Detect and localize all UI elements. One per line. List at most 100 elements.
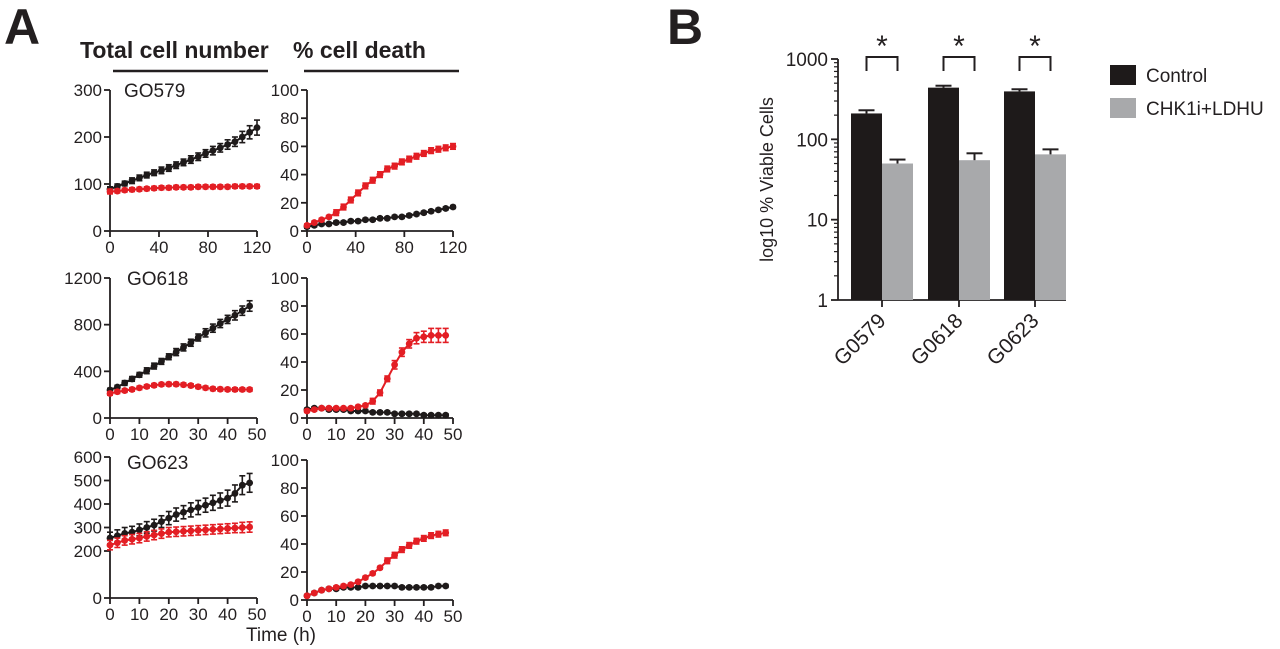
x-tick-label: 0 bbox=[105, 425, 114, 444]
control-data-point bbox=[209, 147, 217, 155]
x-tick-label: 30 bbox=[189, 605, 208, 624]
treated-data-point bbox=[202, 183, 209, 191]
treated-data-point bbox=[238, 524, 246, 531]
treated-data-point bbox=[420, 150, 428, 157]
y-tick-label: 100 bbox=[271, 269, 299, 288]
treated-data-point bbox=[435, 145, 442, 153]
control-data-point bbox=[194, 504, 202, 511]
y-tick-label: 80 bbox=[280, 479, 299, 498]
treated-data-point bbox=[158, 530, 165, 538]
control-data-point bbox=[194, 334, 202, 341]
control-data-point bbox=[128, 375, 136, 383]
treated-data-point bbox=[194, 383, 202, 391]
treated-data-point bbox=[325, 213, 333, 221]
treated-data-point bbox=[413, 537, 420, 545]
control-data-point bbox=[216, 497, 224, 504]
control-data-point bbox=[376, 214, 384, 222]
treated-data-point bbox=[143, 185, 151, 193]
control-data-point bbox=[420, 584, 428, 591]
treated-data-point bbox=[332, 584, 340, 591]
control-data-point bbox=[202, 501, 209, 509]
control-data-point bbox=[449, 203, 457, 211]
control-data-point bbox=[172, 511, 180, 518]
control-data-point bbox=[398, 213, 406, 221]
treated-data-point bbox=[231, 182, 239, 190]
y-tick-label: 100 bbox=[796, 130, 828, 151]
control-data-point bbox=[172, 161, 180, 169]
control-data-point bbox=[332, 219, 340, 226]
chart-go579-total: 0 100 200 300 0 40 80 120 bbox=[74, 81, 272, 257]
control-data-point bbox=[172, 348, 180, 356]
control-data-point bbox=[246, 128, 254, 136]
control-bar bbox=[928, 87, 959, 300]
y-tick-label: 60 bbox=[280, 325, 299, 344]
treated-data-point bbox=[136, 384, 143, 392]
x-tick-label: 30 bbox=[385, 425, 404, 444]
control-data-point bbox=[224, 316, 232, 323]
control-data-point bbox=[209, 324, 217, 332]
x-tick-label: 20 bbox=[159, 605, 178, 624]
treated-data-point bbox=[420, 535, 428, 542]
control-data-point bbox=[136, 526, 143, 534]
control-data-point bbox=[246, 479, 254, 487]
treated-data-point bbox=[209, 183, 217, 191]
control-data-point bbox=[427, 411, 435, 419]
control-data-point bbox=[405, 584, 413, 591]
treated-data-point bbox=[150, 531, 158, 539]
treated-data-point bbox=[442, 529, 450, 537]
control-data-point bbox=[187, 339, 195, 347]
treated-data-point bbox=[376, 171, 384, 179]
x-tick-label: 10 bbox=[327, 425, 346, 444]
control-data-point bbox=[180, 344, 187, 351]
legend-label-treated: CHK1i+LDHU bbox=[1146, 99, 1264, 120]
control-data-point bbox=[194, 153, 202, 161]
x-tick-label: G0618 bbox=[907, 309, 968, 370]
treated-data-point bbox=[143, 533, 151, 540]
treated-data-point bbox=[165, 528, 173, 536]
control-data-point bbox=[158, 166, 165, 174]
x-tick-label: 10 bbox=[130, 605, 149, 624]
treated-data-point bbox=[246, 182, 254, 190]
control-data-point bbox=[340, 219, 347, 226]
treated-data-point bbox=[202, 526, 209, 534]
control-data-point bbox=[165, 514, 173, 522]
y-tick-label: 100 bbox=[271, 451, 299, 470]
treated-data-point bbox=[121, 186, 129, 194]
control-data-point bbox=[398, 410, 406, 418]
treated-data-point bbox=[427, 332, 435, 339]
y-tick-label: 300 bbox=[74, 519, 102, 538]
y-tick-label: 20 bbox=[280, 194, 299, 213]
y-tick-label: 80 bbox=[280, 297, 299, 316]
control-data-point bbox=[325, 220, 333, 228]
control-data-point bbox=[405, 212, 413, 219]
treated-data-point bbox=[340, 203, 347, 211]
control-data-point bbox=[238, 307, 246, 315]
control-data-point bbox=[158, 518, 165, 526]
significance-star: * bbox=[876, 30, 888, 63]
legend-label-control: Control bbox=[1146, 66, 1207, 87]
treated-data-point bbox=[106, 390, 114, 397]
y-tick-label: 20 bbox=[280, 563, 299, 582]
x-tick-label: 40 bbox=[414, 607, 433, 626]
treated-data-point bbox=[172, 183, 180, 191]
treated-data-point bbox=[150, 184, 158, 192]
control-data-point bbox=[383, 409, 391, 416]
y-tick-label: 40 bbox=[280, 535, 299, 554]
control-data-point bbox=[362, 407, 369, 415]
x-tick-label: 0 bbox=[105, 238, 114, 257]
control-data-point bbox=[420, 411, 428, 419]
treated-data-point bbox=[303, 407, 311, 415]
y-tick-label: 60 bbox=[280, 137, 299, 156]
treated-data-point bbox=[449, 143, 457, 150]
x-tick-label: 50 bbox=[248, 605, 267, 624]
treated-data-point bbox=[187, 382, 195, 389]
y-tick-label: 10 bbox=[807, 211, 828, 232]
treated-data-point bbox=[369, 176, 377, 184]
treated-data-point bbox=[238, 182, 246, 190]
x-tick-label: 40 bbox=[414, 425, 433, 444]
y-tick-label: 100 bbox=[74, 175, 102, 194]
y-tick-label: 300 bbox=[74, 81, 102, 100]
control-data-point bbox=[391, 410, 398, 418]
treated-data-point bbox=[347, 581, 355, 588]
cell-line-label-go579: GO579 bbox=[124, 81, 185, 102]
